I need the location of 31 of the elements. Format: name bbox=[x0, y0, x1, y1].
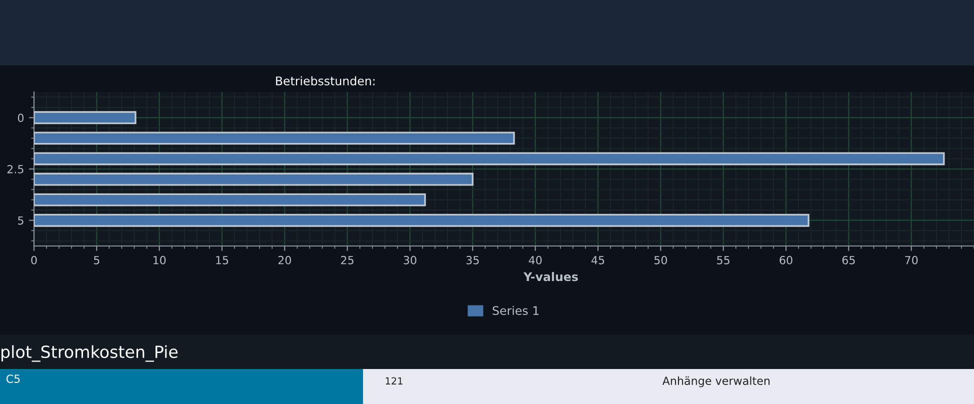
x-tick-label: 30 bbox=[404, 256, 416, 264]
chart-title: Betriebsstunden: bbox=[276, 76, 375, 86]
bar bbox=[34, 111, 136, 124]
text: 121 bbox=[386, 377, 402, 384]
x-tick-label: 25 bbox=[341, 256, 354, 264]
x-tick-label: 35 bbox=[466, 256, 479, 264]
y-tick-label: 0 bbox=[18, 114, 24, 122]
x-tick-label: 40 bbox=[528, 256, 542, 264]
text: Anhänge verwalten bbox=[662, 376, 770, 388]
x-tick-label: 20 bbox=[278, 256, 291, 264]
x-axis-title: Y-values bbox=[523, 272, 578, 282]
text: C5 bbox=[6, 374, 20, 383]
x-tick-label: 45 bbox=[591, 256, 604, 264]
x-tick-label: 50 bbox=[654, 256, 667, 264]
x-tick-label: 0 bbox=[31, 256, 37, 264]
legend-label: Series 1 bbox=[492, 306, 538, 316]
bar bbox=[34, 214, 810, 227]
x-tick-label: 15 bbox=[216, 256, 228, 264]
text: plot_Stromkosten_Pie bbox=[2, 345, 178, 362]
bar bbox=[34, 132, 515, 145]
x-tick-label: 5 bbox=[94, 256, 100, 264]
bar bbox=[34, 193, 426, 206]
bar bbox=[34, 152, 945, 166]
x-tick-label: 70 bbox=[905, 256, 918, 264]
y-tick-label: 5 bbox=[18, 216, 24, 225]
x-tick-label: 60 bbox=[780, 256, 792, 264]
y-tick-label: 2.5 bbox=[7, 164, 24, 174]
x-tick-label: 55 bbox=[717, 256, 730, 264]
x-tick-label: 65 bbox=[842, 256, 855, 264]
x-tick-label: 10 bbox=[153, 256, 166, 264]
bar bbox=[34, 172, 474, 186]
